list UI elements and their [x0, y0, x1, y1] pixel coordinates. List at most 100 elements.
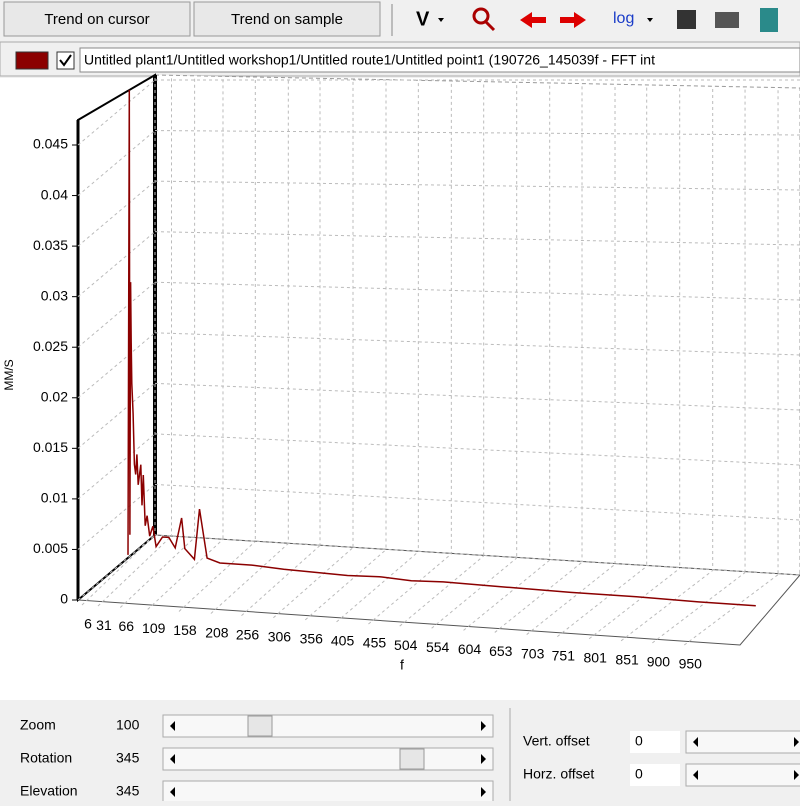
grid-line	[368, 553, 452, 625]
value-field	[630, 731, 680, 753]
side-wall	[77, 73, 156, 603]
x-axis-label: f	[400, 657, 404, 673]
x-tick-label: 455	[363, 635, 387, 651]
x-tick-label: 604	[458, 641, 482, 657]
y-tick-label: 0.005	[33, 540, 68, 556]
button[interactable]	[3, 1, 191, 37]
exit-icon[interactable]	[760, 8, 778, 32]
control-label: Vert. offset	[523, 733, 590, 749]
y-tick-label: 0.035	[33, 237, 68, 253]
control-label: Elevation	[20, 783, 78, 799]
grid-line	[77, 180, 156, 247]
button[interactable]	[193, 1, 381, 37]
value-field	[630, 764, 680, 786]
scroll-right[interactable]	[794, 737, 799, 747]
units-menu[interactable]: V	[416, 8, 430, 30]
control-value: 345	[116, 783, 140, 799]
y-tick-label: 0.045	[33, 136, 68, 152]
x-tick-label: 801	[584, 649, 608, 665]
y-tick-label: 0.025	[33, 338, 68, 354]
x-tick-label: 6	[84, 616, 92, 632]
back-wall	[154, 74, 800, 576]
grid-line	[77, 382, 156, 449]
y-tick-label: 0	[60, 591, 68, 607]
scale-menu[interactable]: log	[613, 10, 634, 27]
grid-line	[77, 231, 156, 298]
control-value: 0	[635, 733, 643, 749]
grid-line	[557, 565, 648, 637]
button-label[interactable]: Trend on cursor	[44, 11, 149, 28]
grid-line	[77, 332, 156, 399]
y-tick-label: 0.03	[41, 287, 68, 303]
scrollbar[interactable]	[685, 763, 800, 787]
grid-line	[77, 534, 156, 601]
grid-line	[526, 563, 616, 635]
grid-line	[147, 538, 224, 610]
path-text: Untitled plant1/Untitled workshop1/Untit…	[84, 52, 655, 68]
scroll-right[interactable]	[481, 721, 486, 731]
x-tick-label: 950	[679, 656, 703, 672]
scroll-right[interactable]	[481, 754, 486, 764]
grid-line	[652, 572, 746, 644]
grid-line	[119, 537, 195, 608]
x-tick-label: 504	[394, 637, 418, 653]
scroll-left[interactable]	[170, 787, 175, 797]
grid-line	[620, 570, 714, 642]
grid-line	[683, 574, 779, 646]
next-icon[interactable]	[560, 12, 586, 28]
y-tick-label: 0.015	[33, 439, 68, 455]
control-label: Rotation	[20, 750, 72, 766]
scroll-left[interactable]	[693, 737, 698, 747]
x-tick-label: 751	[552, 647, 576, 663]
series-swatch[interactable]	[15, 51, 49, 70]
control-value: 345	[116, 750, 140, 766]
scrollbar[interactable]	[685, 730, 800, 754]
zoom-icon[interactable]	[472, 7, 496, 32]
x-tick-label: 851	[615, 652, 639, 668]
scrollbar[interactable]	[162, 714, 494, 738]
series-line	[127, 89, 756, 607]
grid-line	[399, 555, 485, 627]
dropdown-arrow	[438, 18, 444, 22]
scroll-thumb[interactable]	[399, 748, 425, 770]
y-axis-label: MM/S	[2, 359, 16, 390]
control-label: Zoom	[20, 717, 56, 733]
x-tick-label: 158	[173, 622, 197, 638]
scroll-thumb[interactable]	[247, 715, 273, 737]
grid-line	[178, 541, 256, 612]
path-field	[79, 47, 800, 73]
x-tick-label: 306	[268, 628, 292, 644]
control-label: Horz. offset	[523, 766, 594, 782]
button-label[interactable]: Trend on sample	[231, 11, 343, 28]
dropdown-arrow	[647, 18, 653, 22]
grid-line	[81, 534, 156, 606]
y-tick-label: 0.02	[41, 388, 68, 404]
grid-line	[463, 559, 550, 631]
x-tick-label: 703	[521, 645, 545, 661]
scroll-left[interactable]	[170, 754, 175, 764]
y-tick-label: 0.04	[41, 186, 68, 202]
grid-line	[494, 561, 583, 633]
grid-line	[77, 433, 156, 500]
scroll-left[interactable]	[170, 721, 175, 731]
scrollbar[interactable]	[162, 780, 494, 804]
x-tick-label: 356	[300, 631, 324, 647]
scroll-right[interactable]	[794, 770, 799, 780]
x-tick-label: 208	[205, 624, 229, 640]
scroll-left[interactable]	[693, 770, 698, 780]
grid-line	[77, 281, 156, 348]
x-tick-label: 256	[236, 626, 260, 642]
x-tick-label: 31	[96, 617, 112, 633]
print-icon[interactable]	[715, 12, 739, 28]
save-icon[interactable]	[677, 10, 696, 29]
grid-line	[431, 557, 517, 629]
prev-icon[interactable]	[520, 12, 546, 28]
scroll-right[interactable]	[481, 787, 486, 797]
x-tick-label: 405	[331, 633, 355, 649]
x-tick-label: 66	[118, 618, 134, 634]
control-value: 0	[635, 766, 643, 782]
scrollbar[interactable]	[162, 747, 494, 771]
grid-line	[77, 130, 156, 196]
